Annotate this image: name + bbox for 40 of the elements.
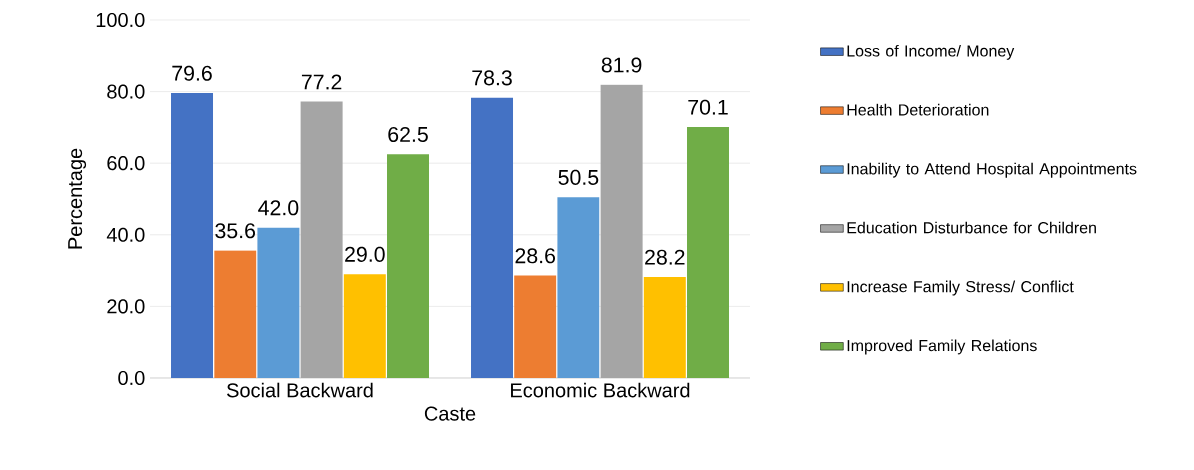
y-tick-label: 0.0	[118, 370, 145, 386]
data-label: 35.6	[215, 223, 256, 239]
x-axis-title: Caste	[424, 406, 476, 421]
bar	[643, 277, 686, 378]
legend-label: Inability to Attend Hospital Appointments	[847, 162, 1137, 178]
x-tick-label: Economic Backward	[511, 382, 690, 398]
data-label: 70.1	[688, 99, 728, 115]
bar	[600, 84, 643, 378]
x-tick-label: Social Backward	[226, 382, 373, 398]
legend-label: Health Deterioration	[847, 103, 989, 116]
data-label: 50.5	[558, 169, 599, 185]
bar	[387, 154, 430, 378]
data-label: 81.9	[601, 57, 642, 73]
bar	[300, 101, 343, 378]
data-label: 78.3	[472, 70, 512, 86]
bar	[471, 97, 514, 378]
bar	[343, 274, 386, 378]
data-label: 28.2	[645, 249, 685, 265]
data-label: 42.0	[258, 200, 299, 216]
y-tick-label: 60.0	[107, 156, 145, 171]
y-tick-label: 20.0	[107, 299, 145, 314]
data-label: 62.5	[388, 126, 428, 142]
data-label: 77.2	[301, 74, 342, 90]
legend-label: Loss of Income/ Money	[847, 44, 1015, 60]
legend-label: Increase Family Stress/ Conflict	[847, 280, 1074, 296]
data-label: 79.6	[172, 65, 212, 81]
y-tick-label: 40.0	[106, 227, 145, 242]
data-label: 29.0	[345, 246, 385, 262]
bar	[171, 93, 214, 378]
y-axis-title: Percentage	[68, 148, 87, 249]
bar	[687, 127, 730, 378]
y-tick-label: 100.0	[96, 12, 145, 28]
legend-label: Improved Family Relations	[847, 339, 1037, 355]
bar	[557, 197, 600, 378]
bar	[257, 227, 300, 378]
bar	[214, 250, 257, 378]
y-tick-label: 80.0	[107, 84, 145, 99]
bar	[514, 275, 557, 378]
legend-label: Education Disturbance for Children	[847, 221, 1096, 234]
data-label: 28.6	[515, 248, 556, 264]
